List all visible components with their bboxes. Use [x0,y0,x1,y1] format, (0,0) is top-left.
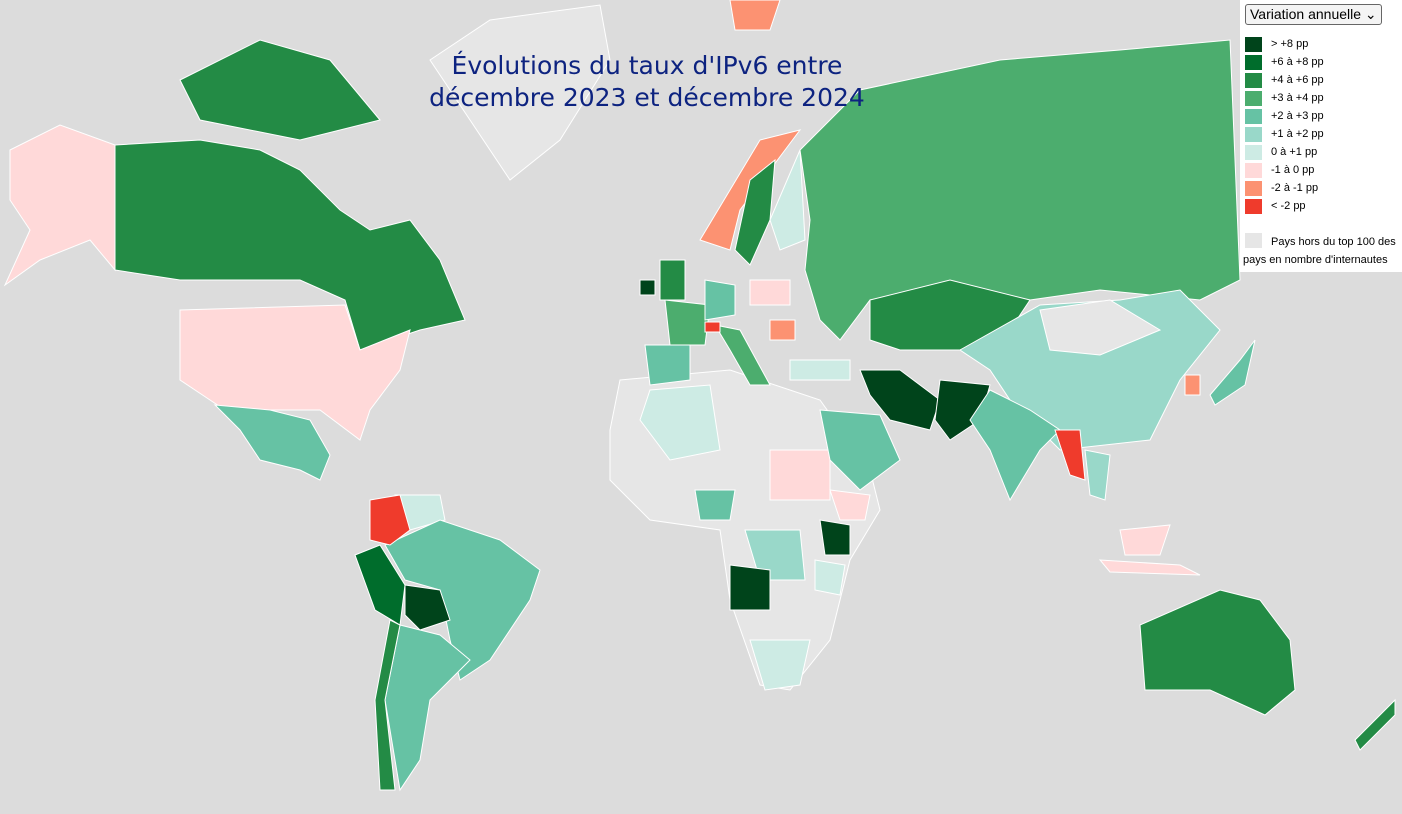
country [354,544,406,626]
country [1119,524,1171,556]
country [814,559,846,596]
country [729,0,781,31]
country [1184,374,1201,396]
legend-label: > +8 pp [1271,38,1309,50]
country [859,369,941,431]
title-line: Évolutions du taux d'IPv6 entre [451,51,843,80]
legend-swatch [1245,162,1262,178]
country [3,124,116,287]
legend-row: < -2 pp [1245,197,1402,215]
country [969,389,1061,502]
title-line: décembre 2023 et décembre 2024 [429,83,865,112]
legend-label: +4 à +6 pp [1271,74,1324,86]
country [744,529,806,581]
legend: Variation annuelle ⌄ > +8 pp +6 à +8 pp +4… [1240,0,1402,272]
legend-row: > +8 pp [1245,35,1402,53]
country [213,404,331,481]
select-label[interactable]: Variation annuelle [1250,6,1362,22]
country [664,299,711,346]
legend-swatch [1245,54,1262,70]
legend-label: +1 à +2 pp [1271,128,1324,140]
country [694,489,736,521]
legend-row: +1 à +2 pp [1245,125,1402,143]
country [704,279,736,321]
country [374,619,401,791]
legend-label: Pays hors du top 100 des pays en nombre … [1243,236,1396,266]
country [729,564,771,611]
country [1054,429,1086,481]
country [829,489,871,521]
country [384,624,471,792]
country [734,158,776,266]
country [1098,559,1201,576]
country [789,359,851,381]
country [1139,589,1296,716]
country [819,409,901,491]
country [819,519,851,556]
country [179,304,411,441]
country [639,279,656,296]
legend-other: Pays hors du top 100 des pays en nombre … [1242,233,1402,269]
legend-swatch [1245,108,1262,124]
country [384,519,541,681]
country [429,4,611,181]
legend-swatch [1245,126,1262,142]
legend-label: +6 à +8 pp [1271,56,1324,68]
country [114,139,466,351]
map-title: Évolutions du taux d'IPv6 entre décembre … [347,50,947,114]
country [799,39,1241,341]
legend-row: +6 à +8 pp [1245,53,1402,71]
country [369,494,411,546]
country [713,324,771,386]
country [1084,449,1111,501]
legend-label: -2 à -1 pp [1271,182,1319,194]
country [659,259,686,301]
legend-swatch [1245,144,1262,160]
legend-label: 0 à +1 pp [1271,146,1318,158]
country [644,344,691,386]
legend-swatch [1245,36,1262,52]
country [769,319,796,341]
legend-swatch [1245,90,1262,106]
country [749,639,811,691]
legend-swatch [1245,72,1262,88]
country [769,149,806,251]
legend-row: -2 à -1 pp [1245,179,1402,197]
legend-label: +2 à +3 pp [1271,110,1324,122]
legend-label: -1 à 0 pp [1271,164,1315,176]
country [704,321,721,333]
legend-row: +3 à +4 pp [1245,89,1402,107]
legend-label: < -2 pp [1271,200,1306,212]
legend-swatch [1245,233,1262,248]
country [1209,339,1256,406]
country [1354,698,1396,751]
legend-row: +2 à +3 pp [1245,107,1402,125]
country [934,379,991,441]
legend-row: -1 à 0 pp [1245,161,1402,179]
country [639,384,721,461]
legend-row: 0 à +1 pp [1245,143,1402,161]
country [769,449,831,501]
legend-row: +4 à +6 pp [1245,71,1402,89]
variable-select[interactable]: Variation annuelle ⌄ [1245,4,1382,25]
country [1039,299,1162,356]
country [749,279,791,306]
legend-label: +3 à +4 pp [1271,92,1324,104]
country [179,39,381,141]
legend-swatch [1245,180,1262,196]
country [404,584,451,631]
legend-swatch [1245,198,1262,214]
